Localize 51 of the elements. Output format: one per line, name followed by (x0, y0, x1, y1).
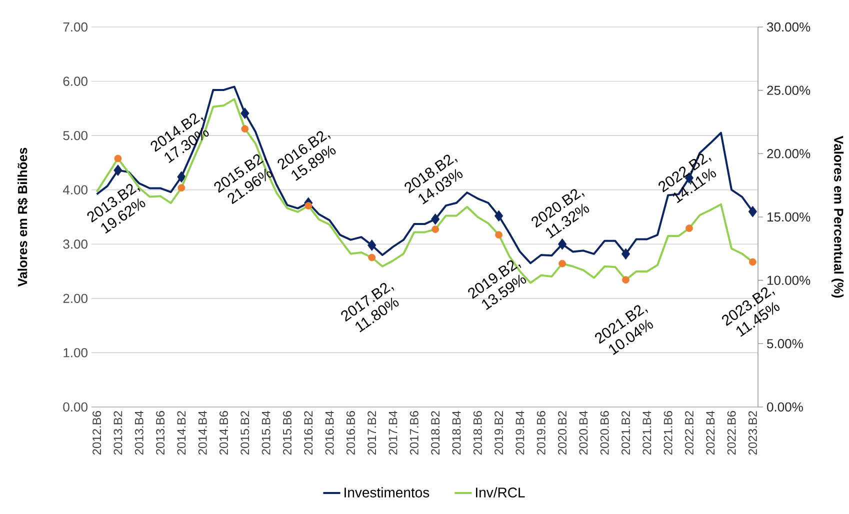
y-tick-label: 1.00 (64, 348, 88, 358)
y2-axis-title: Valores em Percentual (%) (832, 136, 844, 298)
y-tick-label: 6.00 (63, 76, 88, 86)
x-tick-label: 2017.B4 (388, 410, 398, 455)
x-tick-label: 2020.B2 (558, 411, 567, 455)
x-tick-label: 2022.B4 (706, 410, 715, 455)
x-tick-label: 2015.B4 (262, 410, 270, 455)
x-tick-label: 2021.B6 (664, 411, 672, 455)
legend-label: Inv/RCL (476, 487, 525, 498)
y-tick-label: 3.00 (63, 240, 88, 249)
x-tick-label: 2013.B4 (134, 410, 144, 455)
legend-label: Investimentos (344, 487, 430, 498)
y2-tick-label: 10.00% (768, 276, 810, 285)
x-tick-label: 2021.B2 (622, 411, 630, 455)
y2-tick-label: 5.00% (767, 339, 803, 348)
x-tick-label: 2019.B4 (516, 410, 524, 455)
x-tick-label: 2013.B2 (114, 411, 122, 455)
y-tick-label: 4.00 (62, 185, 88, 194)
x-tick-label: 2023.B2 (748, 411, 757, 455)
x-tick-label: 2018.B4 (452, 410, 461, 455)
y-tick-label: 0.00 (63, 402, 88, 412)
x-tick-label: 2016.B6 (346, 411, 355, 455)
x-tick-label: 2017.B2 (368, 411, 376, 455)
y2-tick-label: 15.00% (768, 212, 810, 222)
x-tick-label: 2020.B6 (600, 411, 609, 455)
x-tick-label: 2014.B4 (198, 410, 207, 455)
x-tick-label: 2013.B6 (156, 411, 165, 455)
x-tick-label: 2015.B2 (240, 411, 250, 455)
y-tick-label: 7.00 (63, 22, 88, 32)
y2-tick-label: 0.00% (767, 402, 803, 412)
x-tick-label: 2020.B4 (579, 410, 588, 455)
x-tick-label: 2017.B6 (410, 411, 418, 455)
y-tick-label: 5.00 (63, 130, 88, 140)
x-tick-label: 2018.B2 (431, 411, 440, 455)
y2-tick-label: 30.00% (767, 22, 810, 32)
x-tick-label: 2018.B6 (473, 411, 482, 455)
x-tick-label: 2012.B6 (92, 411, 102, 455)
x-tick-label: 2022.B2 (684, 411, 694, 455)
y2-tick-label: 20.00% (767, 149, 810, 158)
y-tick-label: 2.00 (63, 294, 88, 304)
x-tick-label: 2014.B2 (177, 411, 186, 455)
x-tick-label: 2014.B6 (220, 411, 228, 455)
x-tick-label: 2022.B6 (727, 411, 736, 455)
y-axis-title: Valores em R$ Bilhões (17, 148, 28, 287)
x-tick-label: 2015.B6 (282, 411, 292, 455)
x-tick-label: 2019.B6 (536, 411, 546, 455)
y2-tick-label: 25.00% (767, 86, 810, 95)
x-tick-label: 2021.B4 (642, 410, 652, 455)
x-tick-label: 2016.B4 (325, 410, 334, 455)
x-tick-label: 2019.B2 (494, 411, 504, 455)
x-tick-label: 2016.B2 (304, 411, 313, 455)
